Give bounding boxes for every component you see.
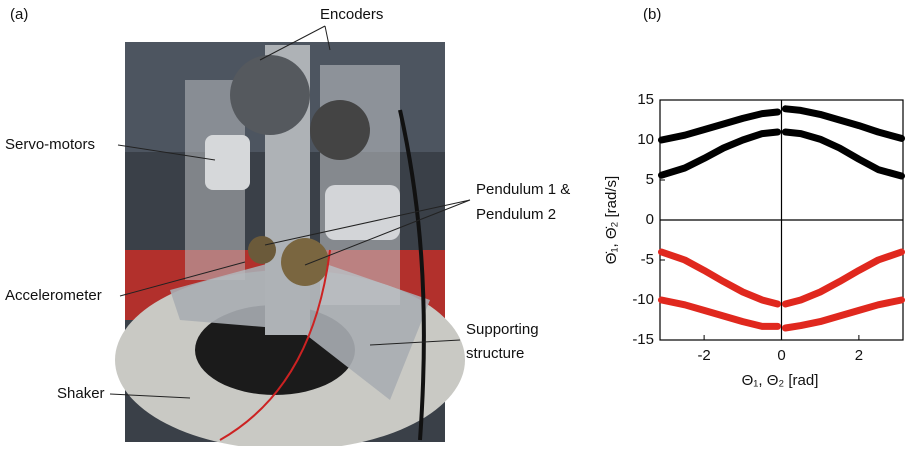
y-tick-label: -15 [632,331,654,348]
y-tick-label: 0 [646,211,654,228]
annotation: Supporting [466,321,539,338]
annotation: Servo-motors [5,136,95,153]
y-tick-label: -5 [641,251,654,268]
annotation: structure [466,345,524,362]
y-tick-label: 10 [637,131,654,148]
figure: (a) Encoders Servo-motors Pendulum 1 & P… [0,0,909,446]
x-tick-label: 2 [855,347,863,364]
panel-label: (a) [10,6,28,23]
annotation: Encoders [320,6,383,23]
x-tick-label: -2 [697,347,710,364]
annotation: Pendulum 1 & [476,181,570,198]
y-tick-label: 5 [646,171,654,188]
y-tick-label: -10 [632,291,654,308]
annotation: Shaker [57,385,105,402]
x-axis-label: Θ₁, Θ₂ [rad] [742,372,819,389]
annotation: Pendulum 2 [476,206,556,223]
x-tick-label: 0 [777,347,785,364]
panel-label: (b) [643,6,661,23]
annotation: Accelerometer [5,287,102,304]
y-tick-label: 15 [637,91,654,108]
y-axis-label: Θ̇₁, Θ̇₂ [rad/s] [603,176,620,264]
photo [115,42,465,446]
